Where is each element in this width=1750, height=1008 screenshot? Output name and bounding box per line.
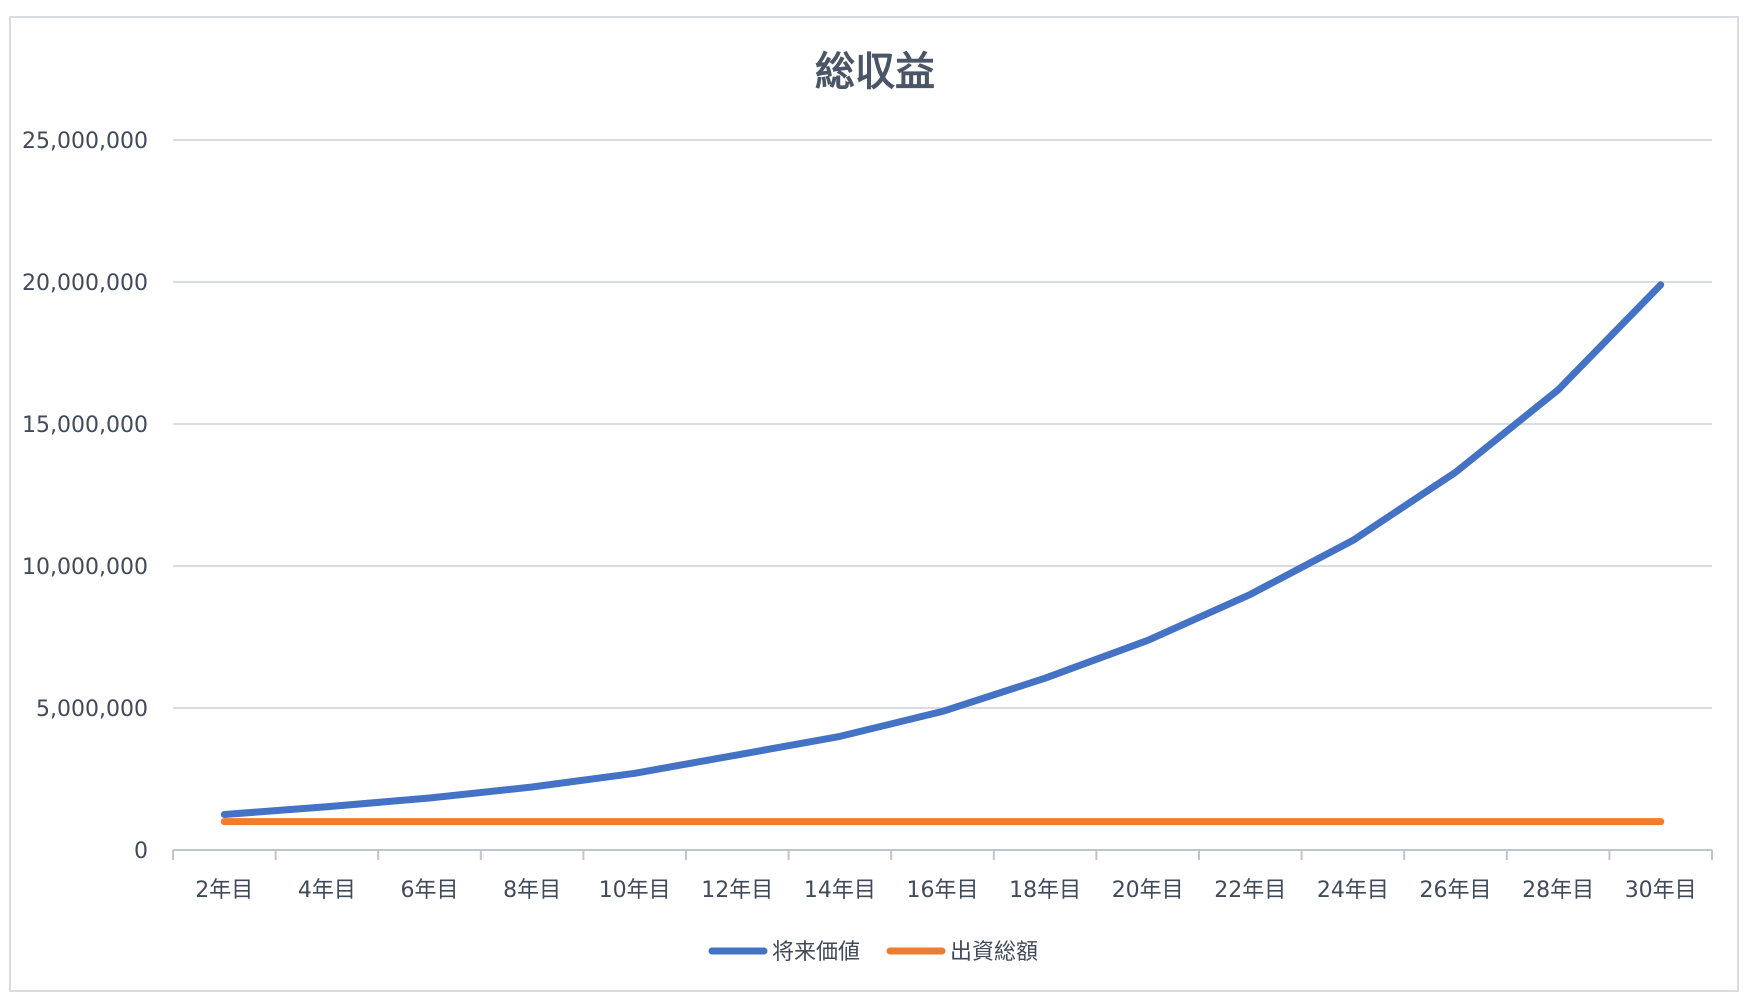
x-tick-label: 8年目 <box>503 878 561 903</box>
x-tick-label: 20年目 <box>1112 878 1184 903</box>
x-tick-label: 28年目 <box>1522 878 1594 903</box>
x-axis <box>172 849 1713 860</box>
x-axis-tick-labels: 2年目 4年目 6年目 8年目 10年目 12年目 14年目 16年目 18年目 20年目 22年目… <box>195 878 1696 903</box>
x-tick-label: 6年目 <box>401 878 459 903</box>
y-tick-label: 5,000,000 <box>36 697 148 722</box>
x-tick-label: 24年目 <box>1317 878 1389 903</box>
x-tick-label: 26年目 <box>1420 878 1492 903</box>
y-tick-label: 25,000,000 <box>22 129 148 154</box>
x-tick-label: 2年目 <box>195 878 253 903</box>
series-line <box>220 281 1665 818</box>
series-lines <box>220 281 1665 826</box>
x-tick-label: 4年目 <box>298 878 356 903</box>
y-tick-label: 20,000,000 <box>22 271 148 296</box>
legend-label: 将来価値 <box>772 940 860 965</box>
y-tick-label: 15,000,000 <box>22 413 148 438</box>
chart-frame <box>9 16 1739 992</box>
y-tick-label: 10,000,000 <box>22 555 148 580</box>
x-tick-label: 22年目 <box>1214 878 1286 903</box>
x-tick-label: 18年目 <box>1009 878 1081 903</box>
y-tick-label: 0 <box>134 839 148 864</box>
x-tick-label: 10年目 <box>599 878 671 903</box>
x-tick-label: 30年目 <box>1625 878 1697 903</box>
chart-title: 総収益 <box>815 49 935 95</box>
x-tick-label: 16年目 <box>907 878 979 903</box>
legend: 将来価値 出資総額 <box>708 940 1038 965</box>
x-tick-label: 12年目 <box>701 878 773 903</box>
y-axis-tick-labels: 0 5,000,000 10,000,000 15,000,000 20,000,000… <box>22 129 148 864</box>
legend-label: 出資総額 <box>950 940 1038 965</box>
x-tick-label: 14年目 <box>804 878 876 903</box>
gridlines <box>173 139 1712 709</box>
